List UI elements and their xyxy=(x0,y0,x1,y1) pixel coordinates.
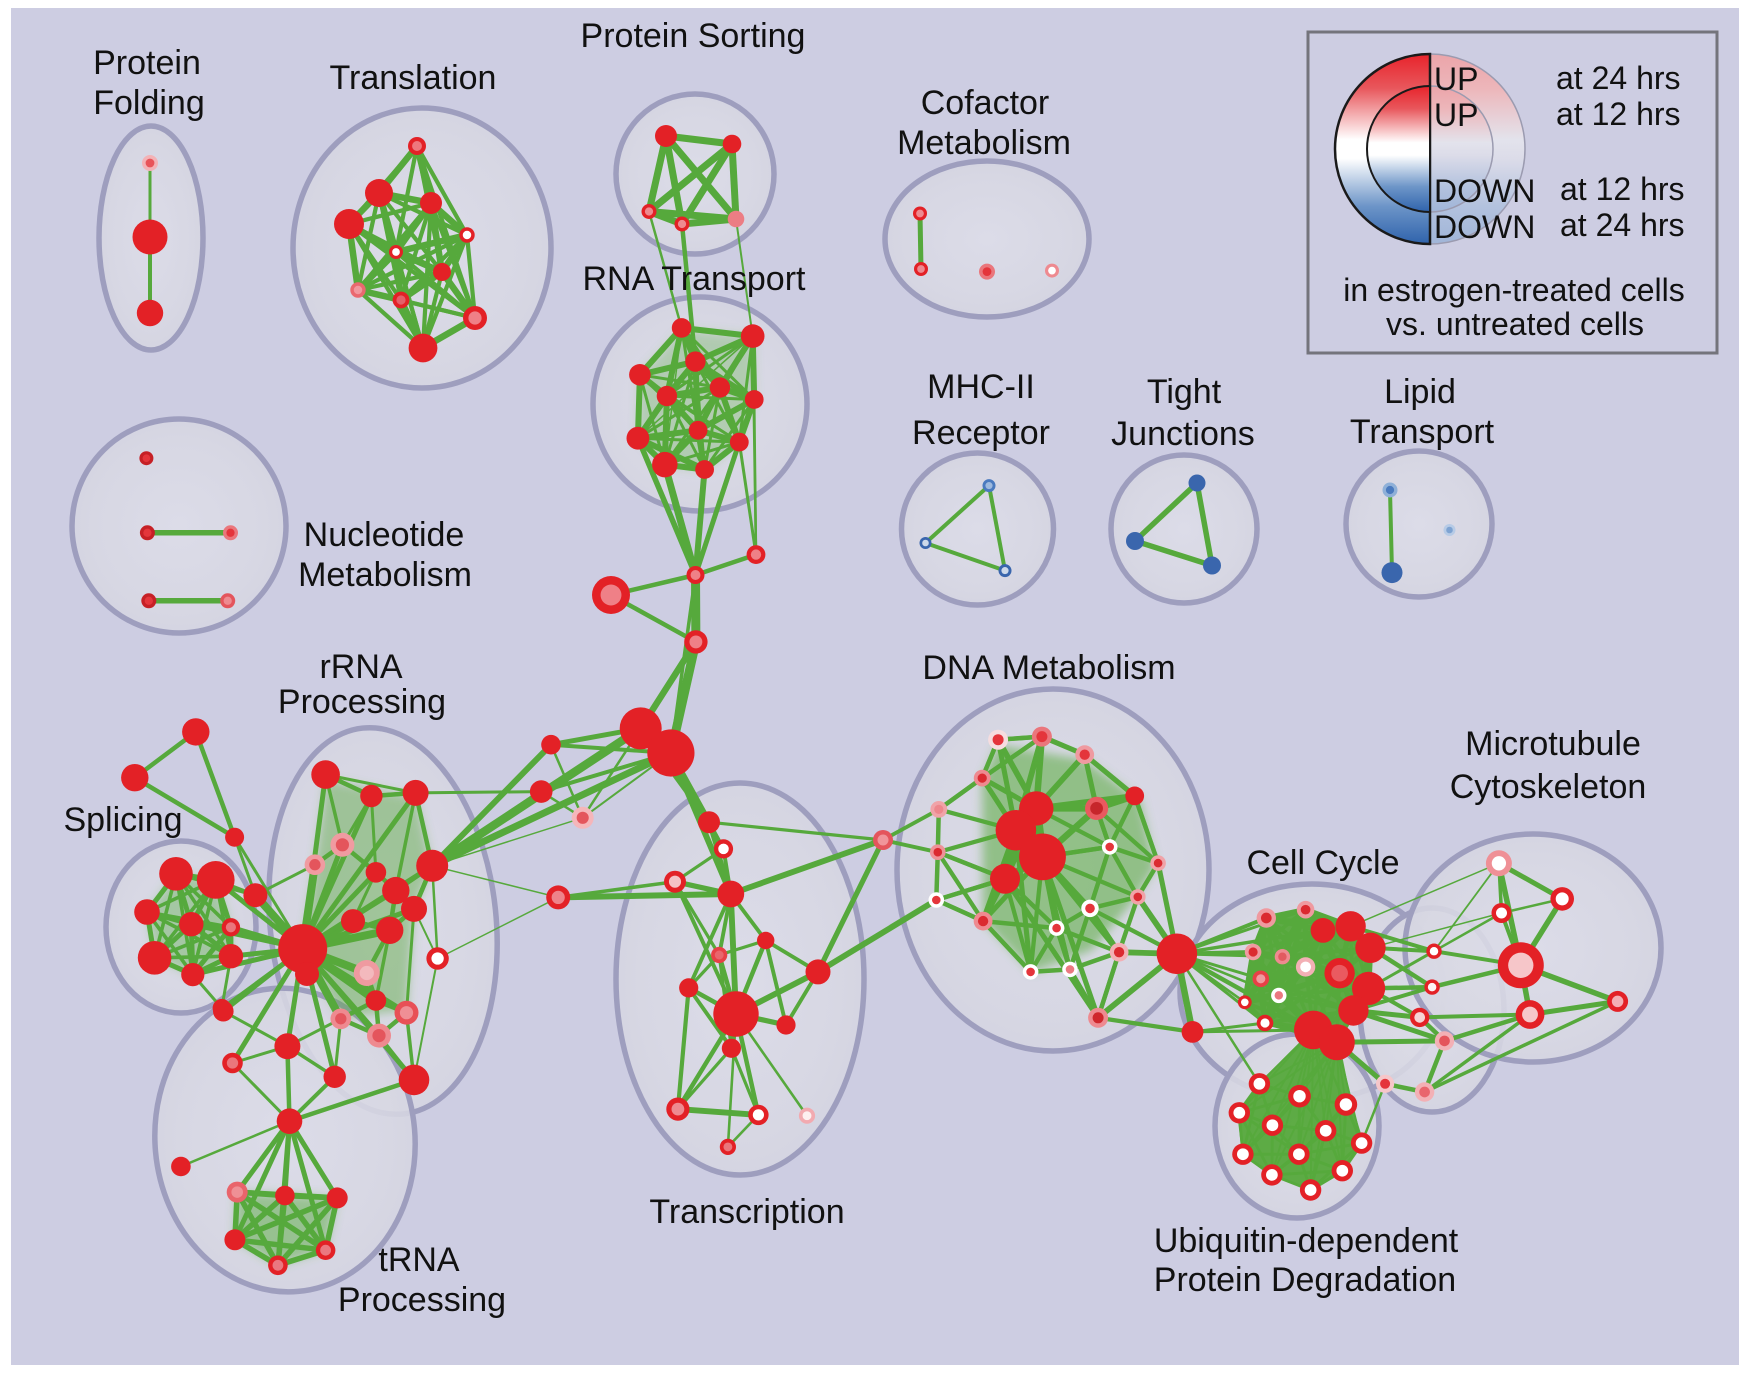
svg-text:Junctions: Junctions xyxy=(1111,415,1255,453)
svg-text:at 24 hrs: at 24 hrs xyxy=(1560,207,1685,243)
svg-text:Transcription: Transcription xyxy=(649,1193,844,1231)
svg-text:UP: UP xyxy=(1434,97,1478,133)
svg-text:UP: UP xyxy=(1434,61,1478,97)
svg-text:Folding: Folding xyxy=(93,84,205,122)
svg-text:Cofactor: Cofactor xyxy=(921,84,1050,122)
svg-text:Metabolism: Metabolism xyxy=(897,124,1071,162)
svg-text:Metabolism: Metabolism xyxy=(298,556,472,594)
svg-text:Receptor: Receptor xyxy=(912,414,1050,452)
svg-text:Transport: Transport xyxy=(1350,413,1495,451)
svg-text:RNA Transport: RNA Transport xyxy=(583,260,807,298)
svg-text:in estrogen-treated cells: in estrogen-treated cells xyxy=(1343,272,1685,308)
svg-text:Nucleotide: Nucleotide xyxy=(304,516,465,554)
svg-text:Processing: Processing xyxy=(338,1281,506,1319)
svg-text:DOWN: DOWN xyxy=(1434,173,1535,209)
svg-text:DOWN: DOWN xyxy=(1434,209,1535,245)
svg-text:Cell Cycle: Cell Cycle xyxy=(1246,844,1399,882)
svg-text:Lipid: Lipid xyxy=(1384,373,1456,411)
svg-text:Processing: Processing xyxy=(278,683,446,721)
svg-text:vs. untreated cells: vs. untreated cells xyxy=(1386,306,1644,342)
svg-text:Protein Sorting: Protein Sorting xyxy=(581,17,806,55)
svg-text:Ubiquitin-dependent: Ubiquitin-dependent xyxy=(1154,1222,1459,1260)
svg-text:Translation: Translation xyxy=(330,59,497,97)
svg-text:tRNA: tRNA xyxy=(378,1241,460,1279)
svg-text:at 24 hrs: at 24 hrs xyxy=(1556,60,1681,96)
svg-text:Protein Degradation: Protein Degradation xyxy=(1154,1261,1456,1299)
svg-text:at 12 hrs: at 12 hrs xyxy=(1560,171,1685,207)
svg-text:DNA Metabolism: DNA Metabolism xyxy=(922,649,1175,687)
svg-text:Microtubule: Microtubule xyxy=(1465,725,1641,763)
svg-text:MHC-II: MHC-II xyxy=(927,368,1035,406)
svg-text:Protein: Protein xyxy=(93,44,201,82)
svg-text:Tight: Tight xyxy=(1147,373,1222,411)
svg-text:Cytoskeleton: Cytoskeleton xyxy=(1450,768,1647,806)
svg-text:at 12 hrs: at 12 hrs xyxy=(1556,96,1681,132)
svg-text:rRNA: rRNA xyxy=(319,648,402,686)
svg-text:Splicing: Splicing xyxy=(63,801,182,839)
